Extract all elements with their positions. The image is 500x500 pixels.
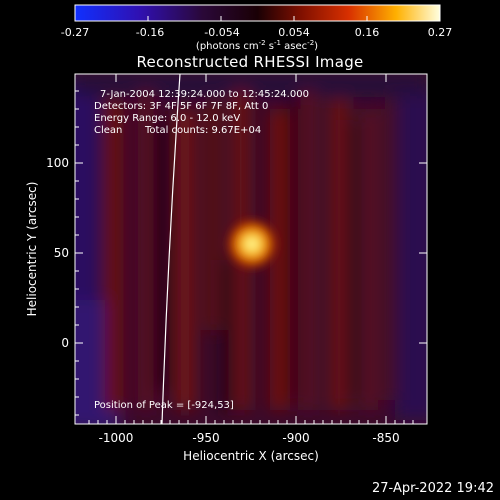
plot-title: Reconstructed RHESSI Image [136,53,364,71]
info-detectors: Detectors: 3F 4F 5F 6F 7F 8F, Att 0 [94,101,268,112]
y-tick-label: 50 [54,246,69,260]
x-tick-label: -950 [192,431,219,445]
colorbar-tick-label: -0.27 [61,26,89,39]
y-tick-label: 100 [46,156,69,170]
colorbar-ticks [74,16,441,21]
plot-timestamp: 27-Apr-2022 19:42 [372,481,494,496]
info-energy-range: Energy Range: 6.0 - 12.0 keV [94,113,240,124]
x-tick-label: -850 [372,431,399,445]
x-tick-label: -1000 [99,431,134,445]
peak-position-text: Position of Peak = [-924,53] [94,400,234,411]
y-axis-label: Heliocentric Y (arcsec) [25,182,39,317]
info-time-range: 7-Jan-2004 12:39:24.000 to 12:45:24.000 [100,89,309,100]
colorbar-tick-label: -0.16 [136,26,164,39]
colorbar-region: -0.27 -0.16 -0.054 0.054 0.16 0.27 (phot… [61,4,453,52]
solar-limb [161,74,181,424]
colorbar [74,4,441,22]
colorbar-tick-label: 0.054 [278,26,310,39]
colorbar-units: (photons cm-2 s-1 asec-2) [196,39,318,52]
image-area [75,74,427,424]
x-tick-label: -900 [282,431,309,445]
x-axis-ticks [88,74,414,424]
y-axis-ticks [75,90,427,416]
flare-peak [226,218,278,270]
y-tick-label: 0 [61,336,69,350]
colorbar-tick-label: 0.16 [355,26,380,39]
colorbar-tick-label: 0.27 [428,26,453,39]
info-method: Clean [94,125,122,136]
x-axis-label: Heliocentric X (arcsec) [183,449,319,463]
background-texture [75,74,427,424]
info-total-counts: Total counts: 9.67E+04 [144,125,261,136]
colorbar-tick-label: -0.054 [204,26,239,39]
